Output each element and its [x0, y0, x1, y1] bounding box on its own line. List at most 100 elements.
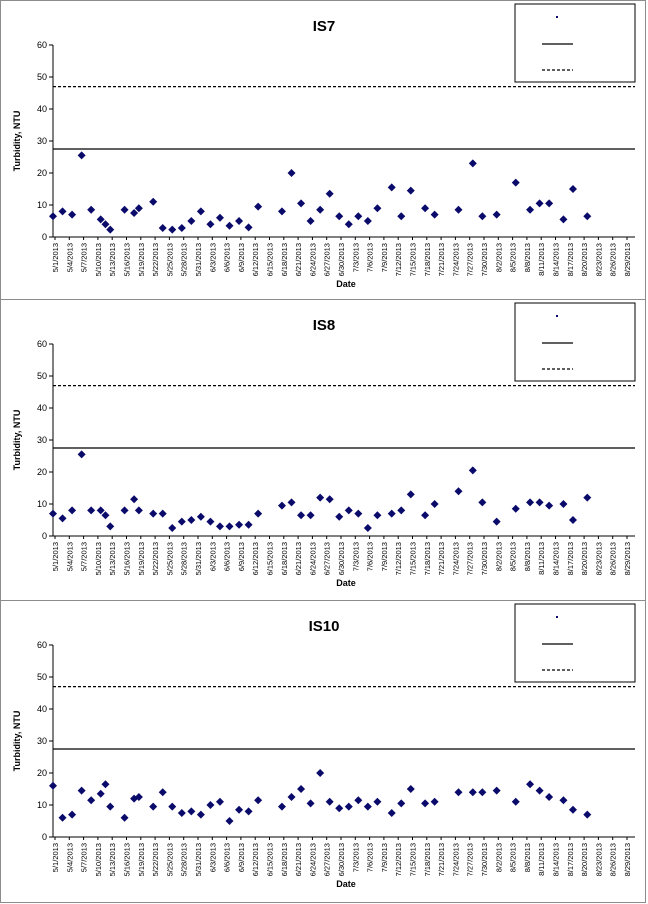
data-point — [430, 500, 439, 508]
x-tick-label: 6/12/2013 — [251, 243, 260, 276]
chart-title: IS10 — [309, 618, 340, 635]
x-tick-label: 6/27/2013 — [323, 243, 332, 276]
x-tick-label: 7/12/2013 — [394, 843, 403, 876]
data-point — [287, 169, 296, 177]
x-tick-label: 8/14/2013 — [552, 542, 561, 575]
x-tick-label: 6/15/2013 — [266, 843, 275, 876]
data-point — [68, 210, 77, 219]
data-point — [344, 506, 353, 515]
data-point — [335, 212, 344, 221]
data-point — [120, 506, 129, 515]
data-point — [206, 801, 215, 809]
data-point — [235, 805, 244, 814]
x-tick-label: 5/19/2013 — [137, 243, 146, 276]
data-point — [306, 511, 315, 520]
y-tick-label: 30 — [37, 435, 47, 445]
x-tick-label: 6/6/2013 — [223, 542, 232, 571]
y-tick-label: 10 — [37, 800, 47, 810]
data-point — [225, 221, 234, 230]
x-tick-label: 6/30/2013 — [337, 243, 346, 276]
chart-title: IS8 — [313, 317, 336, 334]
x-tick-label: 7/15/2013 — [409, 542, 418, 575]
data-point — [316, 769, 325, 777]
legend — [514, 603, 636, 683]
data-point — [58, 207, 67, 216]
data-point — [149, 802, 158, 811]
data-point — [77, 450, 86, 459]
x-tick-label: 7/9/2013 — [380, 542, 389, 571]
x-tick-label: 6/15/2013 — [266, 243, 275, 276]
x-tick-label: 5/28/2013 — [180, 243, 189, 276]
y-tick-label: 0 — [42, 531, 47, 541]
x-tick-label: 5/28/2013 — [180, 542, 189, 575]
data-point — [354, 509, 363, 518]
x-tick-label: 5/7/2013 — [80, 843, 89, 872]
data-point — [244, 807, 253, 816]
x-tick-label: 8/26/2013 — [609, 843, 618, 876]
x-tick-label: 6/18/2013 — [280, 542, 289, 575]
x-tick-label: 7/24/2013 — [451, 542, 460, 575]
data-point — [316, 205, 325, 214]
x-tick-label: 6/24/2013 — [308, 843, 317, 876]
data-point — [316, 493, 325, 502]
data-point — [130, 495, 139, 504]
data-point — [478, 788, 487, 797]
x-tick-label: 7/30/2013 — [480, 243, 489, 276]
data-point — [478, 498, 487, 507]
data-point — [297, 785, 306, 793]
x-tick-label: 7/27/2013 — [466, 843, 475, 876]
x-tick-label: 6/3/2013 — [208, 243, 217, 272]
data-point — [58, 514, 67, 523]
data-point — [354, 212, 363, 221]
x-tick-label: 7/3/2013 — [351, 542, 360, 571]
x-tick-label: 8/2/2013 — [494, 542, 503, 571]
x-tick-label: 7/27/2013 — [466, 243, 475, 276]
x-tick-label: 5/4/2013 — [65, 243, 74, 272]
data-point — [397, 212, 406, 221]
x-tick-label: 7/6/2013 — [366, 243, 375, 272]
data-point — [235, 217, 244, 225]
data-point — [77, 786, 86, 795]
x-tick-label: 6/30/2013 — [337, 542, 346, 575]
data-point — [287, 793, 296, 801]
data-point — [397, 506, 406, 515]
data-point — [187, 516, 196, 524]
x-tick-label: 6/3/2013 — [208, 542, 217, 571]
data-point — [106, 522, 115, 531]
x-tick-label: 5/1/2013 — [51, 843, 60, 872]
data-point — [454, 205, 463, 214]
x-tick-label: 8/2/2013 — [494, 243, 503, 272]
x-tick-label: 6/21/2013 — [294, 542, 303, 575]
data-point — [87, 796, 96, 805]
x-tick-label: 6/24/2013 — [308, 243, 317, 276]
x-tick-label: 5/13/2013 — [108, 542, 117, 575]
x-tick-label: 5/10/2013 — [94, 843, 103, 876]
data-point — [406, 490, 415, 499]
x-tick-label: 8/20/2013 — [580, 243, 589, 276]
data-point — [354, 796, 363, 805]
x-tick-label: 8/17/2013 — [566, 843, 575, 876]
legend — [514, 3, 636, 83]
data-point — [306, 799, 315, 808]
data-point — [568, 516, 577, 524]
data-point — [325, 495, 334, 504]
legend-box — [514, 302, 636, 382]
data-point — [130, 209, 139, 217]
data-point — [130, 794, 139, 803]
x-tick-label: 5/10/2013 — [94, 243, 103, 276]
data-point — [492, 210, 501, 219]
data-point — [168, 225, 177, 234]
x-tick-label: 6/21/2013 — [294, 243, 303, 276]
y-tick-label: 60 — [37, 339, 47, 349]
chart-is7: IS7 0 10 20 30 40 50 60 5/1/2013 5/4/2013 5/7/2013… — [12, 3, 636, 289]
data-point — [58, 813, 67, 822]
data-point — [106, 225, 115, 234]
data-point — [387, 809, 396, 817]
data-point — [511, 797, 520, 806]
x-tick-label: 7/12/2013 — [394, 243, 403, 276]
data-point — [583, 493, 592, 502]
data-point — [363, 524, 372, 532]
data-point — [96, 215, 105, 224]
x-tick-label: 7/30/2013 — [480, 843, 489, 876]
data-point — [492, 786, 501, 795]
